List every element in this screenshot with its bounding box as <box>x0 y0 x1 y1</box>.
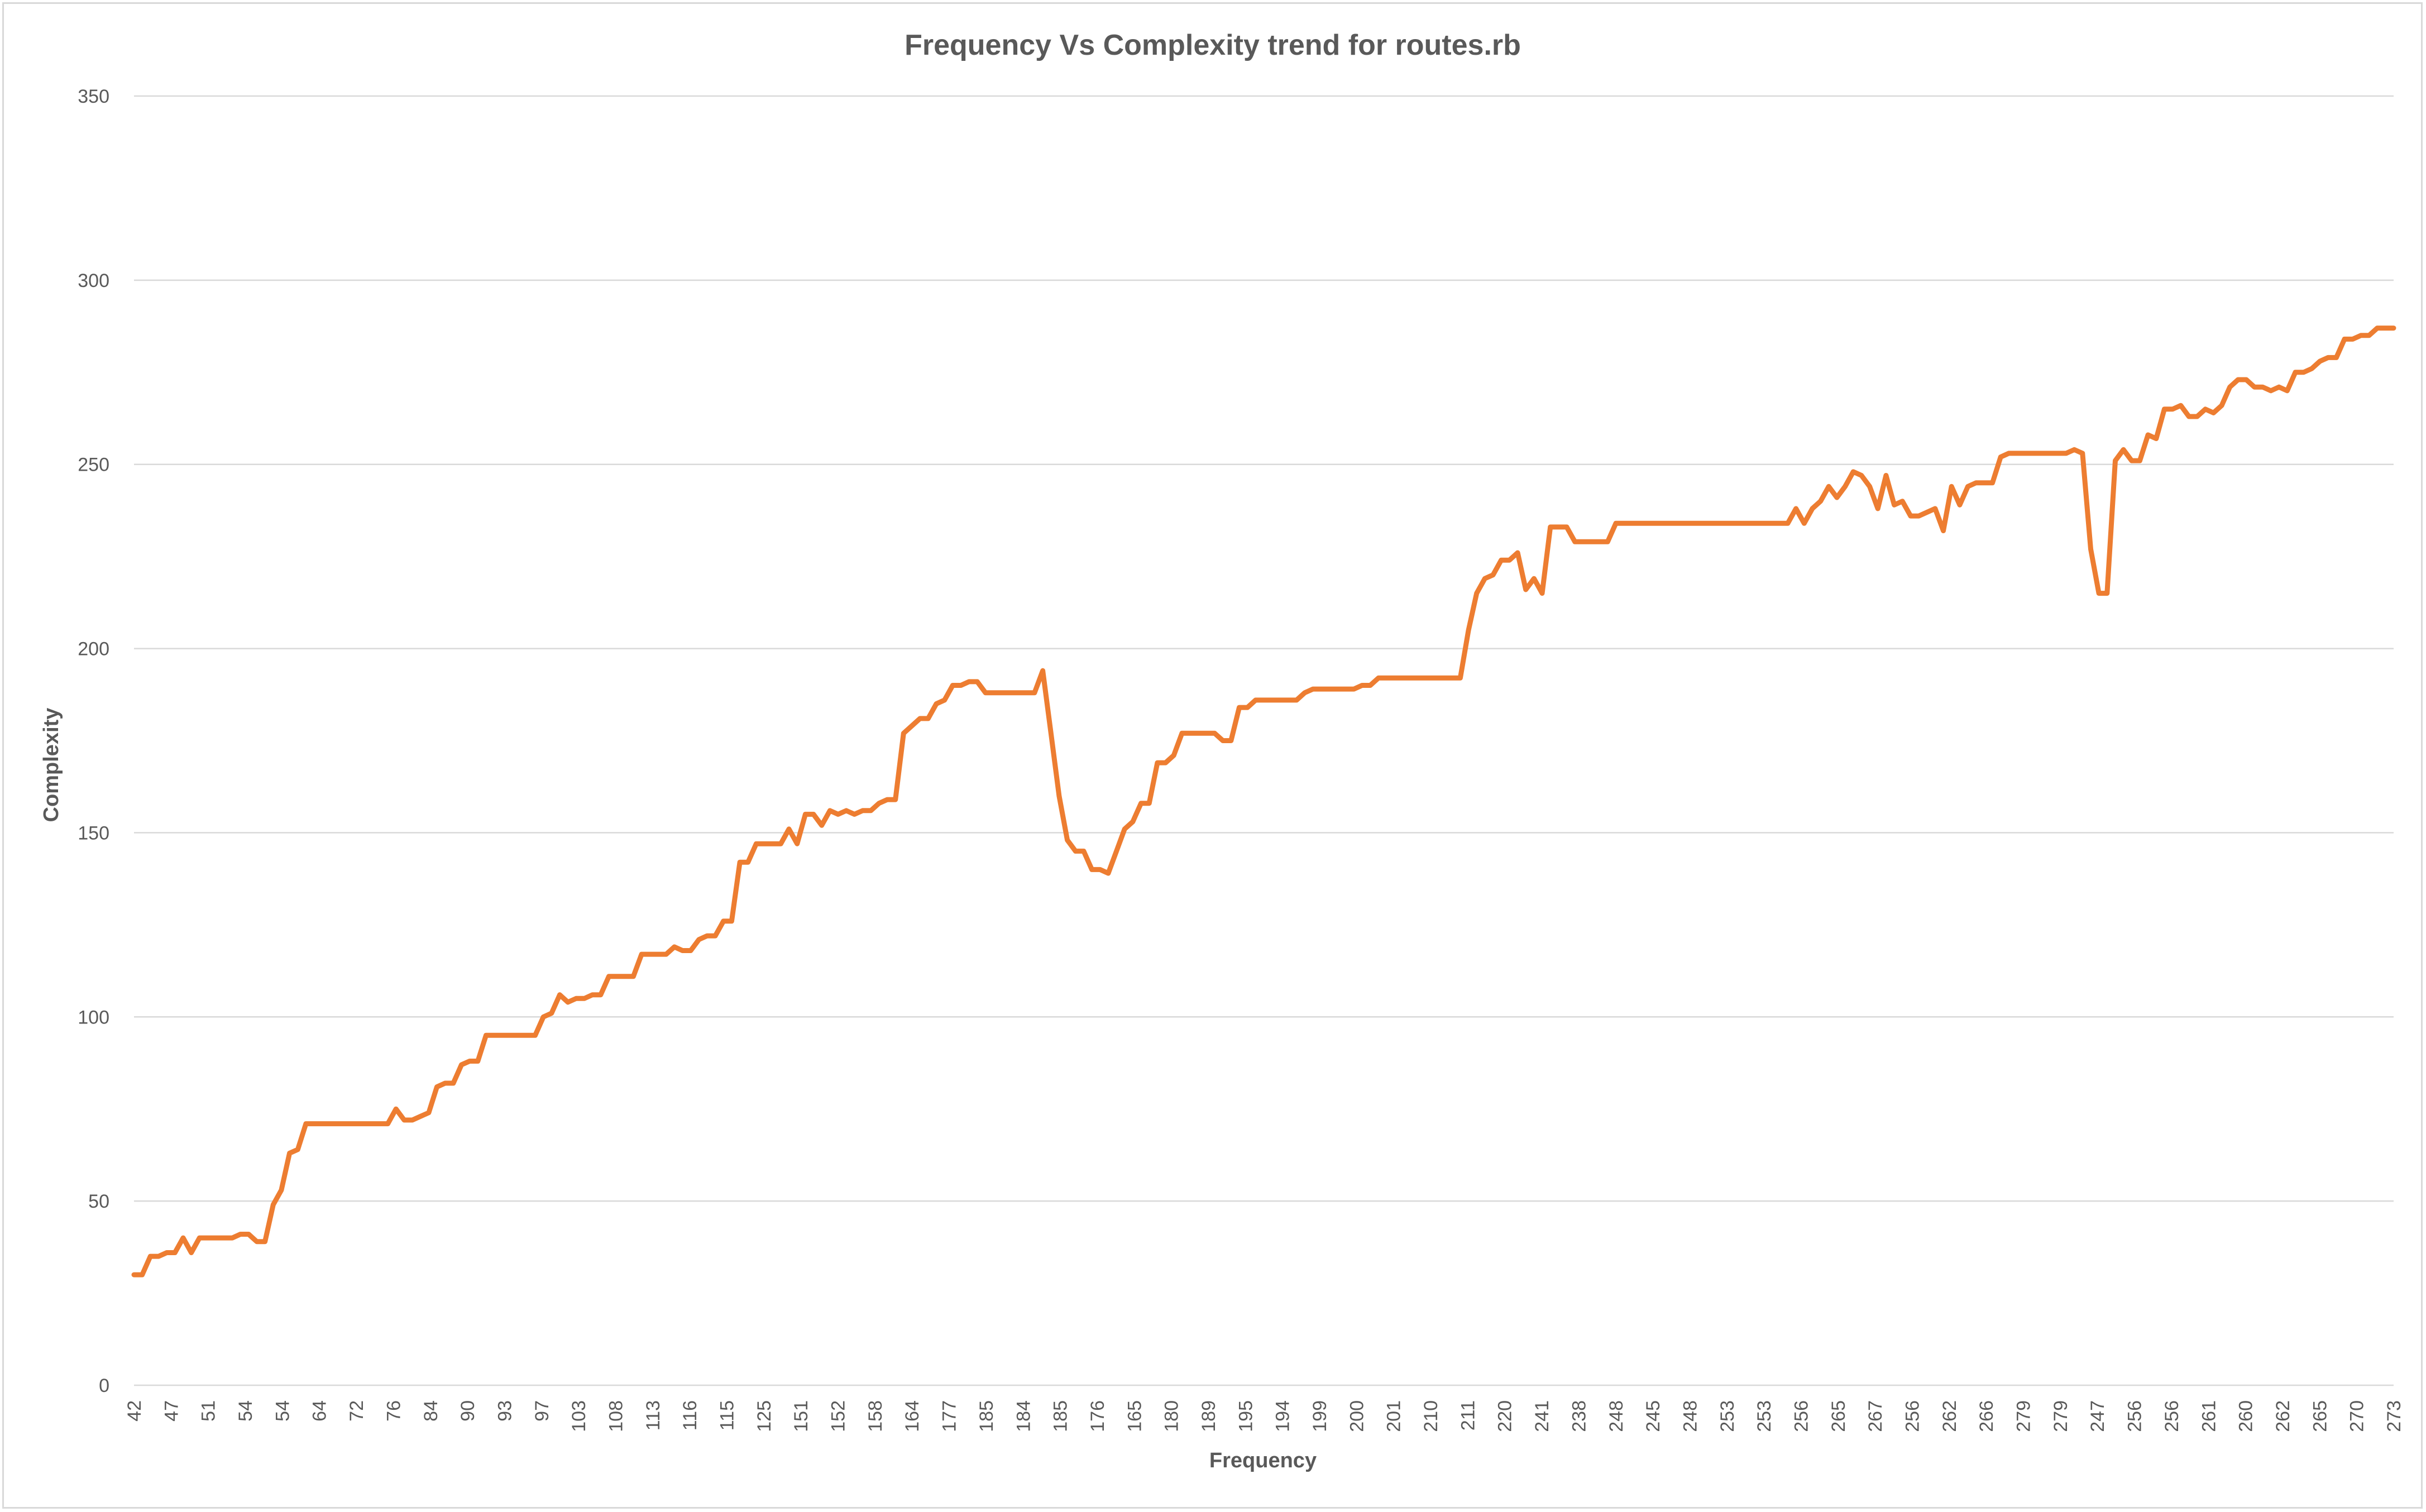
x-tick-label: 116 <box>680 1400 701 1430</box>
x-tick-label: 194 <box>1272 1400 1294 1432</box>
x-tick-label: 84 <box>420 1400 442 1422</box>
x-tick-label: 265 <box>1828 1400 1849 1432</box>
x-tick-label: 164 <box>902 1400 923 1432</box>
x-tick-label: 72 <box>346 1400 367 1422</box>
x-tick-label: 189 <box>1198 1400 1219 1432</box>
x-tick-label: 256 <box>2124 1400 2146 1432</box>
x-tick-label: 113 <box>643 1400 664 1430</box>
chart-title: Frequency Vs Complexity trend for routes… <box>905 29 1521 61</box>
x-tick-label: 210 <box>1420 1400 1442 1432</box>
x-tick-label: 273 <box>2384 1400 2405 1432</box>
x-tick-label: 265 <box>2309 1400 2331 1432</box>
x-tick-label: 199 <box>1309 1400 1331 1432</box>
y-tick-label: 100 <box>78 1007 109 1028</box>
x-tick-label: 200 <box>1346 1400 1367 1432</box>
x-tick-label: 51 <box>198 1400 219 1422</box>
x-tick-label: 108 <box>606 1400 627 1432</box>
x-axis-title: Frequency <box>1209 1449 1317 1472</box>
x-tick-label: 262 <box>1939 1400 1960 1432</box>
x-tick-label: 76 <box>383 1400 404 1422</box>
x-tick-label: 241 <box>1532 1400 1553 1432</box>
x-tick-label: 262 <box>2272 1400 2294 1432</box>
y-tick-label: 200 <box>78 639 109 660</box>
x-tick-label: 279 <box>2050 1400 2071 1432</box>
x-tick-label: 253 <box>1717 1400 1738 1432</box>
x-tick-label: 195 <box>1235 1400 1256 1432</box>
x-tick-label: 177 <box>939 1400 960 1432</box>
y-tick-label: 50 <box>88 1191 109 1212</box>
x-tick-label: 248 <box>1606 1400 1627 1432</box>
y-tick-label: 350 <box>78 86 109 107</box>
x-tick-label: 256 <box>2161 1400 2183 1432</box>
y-tick-label: 300 <box>78 270 109 291</box>
x-tick-label: 220 <box>1495 1400 1516 1432</box>
y-tick-label: 0 <box>99 1375 109 1396</box>
y-axis-ticks: 0 50 100 150 200 250 300 350 <box>78 86 109 1396</box>
x-tick-label: 279 <box>2013 1400 2035 1432</box>
y-axis-title: Complexity <box>40 708 63 822</box>
x-tick-label: 47 <box>161 1400 182 1422</box>
x-tick-label: 103 <box>568 1400 590 1432</box>
x-tick-label: 158 <box>865 1400 886 1432</box>
x-tick-label: 248 <box>1680 1400 1701 1432</box>
x-tick-label: 125 <box>754 1400 775 1432</box>
x-tick-label: 54 <box>235 1400 256 1422</box>
x-tick-label: 97 <box>532 1400 553 1422</box>
x-tick-label: 245 <box>1643 1400 1664 1432</box>
x-tick-label: 42 <box>124 1400 145 1422</box>
x-tick-label: 261 <box>2198 1400 2219 1432</box>
x-tick-label: 176 <box>1087 1400 1108 1432</box>
x-tick-label: 256 <box>1791 1400 1812 1432</box>
x-tick-label: 185 <box>976 1400 997 1432</box>
x-tick-label: 266 <box>1976 1400 1997 1432</box>
x-tick-label: 253 <box>1754 1400 1775 1432</box>
x-tick-label: 165 <box>1124 1400 1145 1432</box>
x-tick-label: 184 <box>1013 1400 1034 1432</box>
x-tick-label: 54 <box>272 1400 293 1422</box>
x-tick-label: 185 <box>1050 1400 1071 1432</box>
x-tick-label: 180 <box>1161 1400 1183 1432</box>
x-axis-ticks: 42 47 51 54 54 64 72 76 84 90 93 97 103 108 113 116 115 1… <box>124 1400 2405 1432</box>
x-tick-label: 211 <box>1457 1400 1478 1430</box>
x-tick-label: 64 <box>309 1400 331 1422</box>
x-tick-label: 152 <box>828 1400 849 1432</box>
y-tick-label: 250 <box>78 454 109 476</box>
x-tick-label: 256 <box>1902 1400 1923 1432</box>
x-tick-label: 260 <box>2236 1400 2257 1432</box>
x-tick-label: 267 <box>1865 1400 1886 1432</box>
y-tick-label: 150 <box>78 822 109 844</box>
series-line <box>131 326 2396 1277</box>
x-tick-label: 115 <box>717 1400 738 1430</box>
x-tick-label: 201 <box>1384 1400 1405 1432</box>
x-tick-label: 238 <box>1568 1400 1590 1432</box>
gridlines <box>134 95 2394 1386</box>
x-tick-label: 93 <box>494 1400 515 1422</box>
x-tick-label: 270 <box>2347 1400 2368 1432</box>
x-tick-label: 90 <box>457 1400 478 1422</box>
x-tick-label: 247 <box>2087 1400 2108 1432</box>
x-tick-label: 151 <box>791 1400 812 1432</box>
